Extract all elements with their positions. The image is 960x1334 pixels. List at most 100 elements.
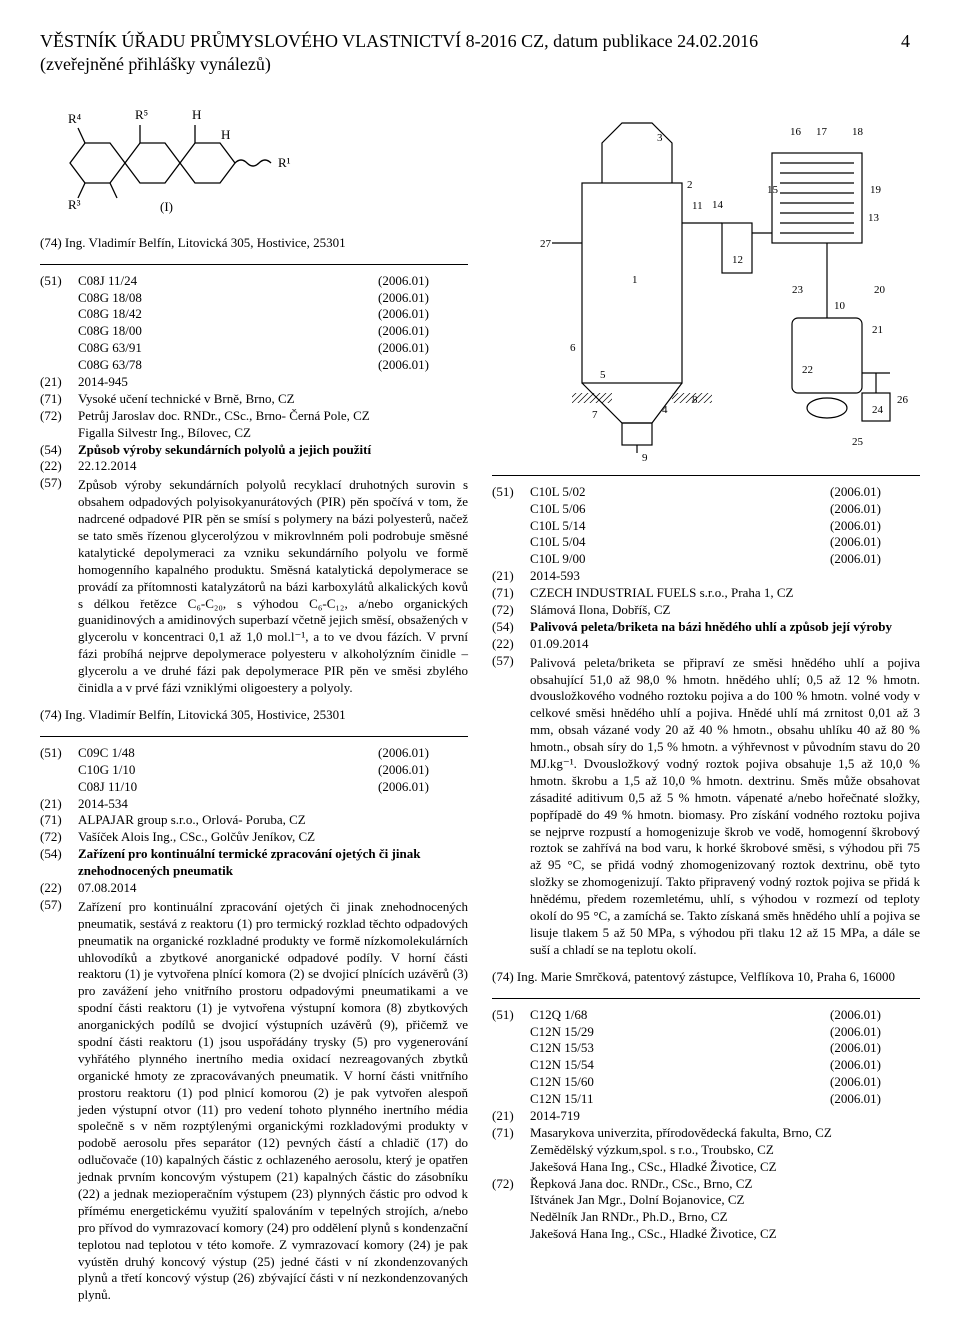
- field-tag: (72): [40, 408, 78, 425]
- field-tag: [40, 779, 78, 796]
- separator: [40, 736, 468, 737]
- field-tag: [40, 357, 78, 374]
- inventor-name: Nedělník Jan RNDr., Ph.D., Brno, CZ: [530, 1209, 920, 1226]
- inventor-line: (72)Slámová Ilona, Dobříš, CZ: [492, 602, 920, 619]
- svg-text:16: 16: [790, 126, 802, 138]
- ipc-version: (2006.01): [378, 779, 468, 796]
- field-tag: [492, 1159, 530, 1176]
- field-tag: [40, 323, 78, 340]
- ipc-code: C12N 15/60: [530, 1074, 830, 1091]
- patent-entry: (51)C12Q 1/68(2006.01)C12N 15/29(2006.01…: [492, 1007, 920, 1243]
- svg-text:27: 27: [540, 238, 552, 250]
- field-tag: [40, 340, 78, 357]
- ipc-version: (2006.01): [378, 745, 468, 762]
- ipc-code: C12N 15/29: [530, 1024, 830, 1041]
- field-tag: [40, 762, 78, 779]
- classification-line: (51)C10L 5/02(2006.01): [492, 484, 920, 501]
- filing-date: 22.12.2014: [78, 458, 468, 475]
- ipc-version: (2006.01): [830, 1007, 920, 1024]
- invention-title: Způsob výroby sekundárních polyolů a jej…: [78, 442, 468, 459]
- svg-text:8: 8: [692, 394, 698, 406]
- field-tag: [492, 1209, 530, 1226]
- svg-text:2: 2: [687, 179, 693, 191]
- left-column: R⁵ H R⁴ H R¹ R³ (I) (74) Ing. Vladimír B…: [40, 81, 468, 1304]
- classification-line: C08G 63/78(2006.01): [40, 357, 468, 374]
- field-tag: (51): [40, 273, 78, 290]
- classification-line: C08G 18/08(2006.01): [40, 290, 468, 307]
- ipc-code: C12N 15/11: [530, 1091, 830, 1108]
- svg-text:18: 18: [852, 126, 864, 138]
- inventor-name: Petrůj Jaroslav doc. RNDr., CSc., Brno- …: [78, 408, 468, 425]
- applicant: CZECH INDUSTRIAL FUELS s.r.o., Praha 1, …: [530, 585, 920, 602]
- classification-line: C10L 5/06(2006.01): [492, 501, 920, 518]
- field-tag: (54): [40, 846, 78, 880]
- representative: (74) Ing. Vladimír Belfín, Litovická 305…: [40, 707, 468, 724]
- field-tag: [40, 290, 78, 307]
- svg-text:15: 15: [767, 184, 779, 196]
- applicant: Vysoké učení technické v Brně, Brno, CZ: [78, 391, 468, 408]
- applicant: ALPAJAR group s.r.o., Orlová- Poruba, CZ: [78, 812, 468, 829]
- ipc-version: (2006.01): [378, 762, 468, 779]
- field-tag: (22): [492, 636, 530, 653]
- inventor-name: Ištvánek Jan Mgr., Dolní Bojanovice, CZ: [530, 1192, 920, 1209]
- ipc-version: (2006.01): [378, 290, 468, 307]
- ipc-version: (2006.01): [830, 518, 920, 535]
- ipc-code: C08G 18/00: [78, 323, 378, 340]
- field-tag: [40, 306, 78, 323]
- ipc-code: C12Q 1/68: [530, 1007, 830, 1024]
- ipc-code: C10G 1/10: [78, 762, 378, 779]
- page-number: 4: [901, 30, 910, 53]
- field-tag: (54): [492, 619, 530, 636]
- classification-line: C10L 9/00(2006.01): [492, 551, 920, 568]
- field-tag: (57): [40, 475, 78, 697]
- ipc-version: (2006.01): [378, 306, 468, 323]
- svg-text:24: 24: [872, 404, 884, 416]
- classification-line: C08G 18/00(2006.01): [40, 323, 468, 340]
- ipc-code: C10L 5/14: [530, 518, 830, 535]
- svg-text:3: 3: [657, 132, 663, 144]
- field-tag: (72): [492, 1176, 530, 1193]
- patent-entry: (51)C08J 11/24(2006.01)C08G 18/08(2006.0…: [40, 273, 468, 724]
- inventor-line: (72)Řepková Jana doc. RNDr., CSc., Brno,…: [492, 1176, 920, 1193]
- inventor-name: Slámová Ilona, Dobříš, CZ: [530, 602, 920, 619]
- classification-line: C10G 1/10(2006.01): [40, 762, 468, 779]
- separator: [492, 998, 920, 999]
- inventor-name: Řepková Jana doc. RNDr., CSc., Brno, CZ: [530, 1176, 920, 1193]
- ipc-code: C08G 18/42: [78, 306, 378, 323]
- inventor-line: Nedělník Jan RNDr., Ph.D., Brno, CZ: [492, 1209, 920, 1226]
- field-tag: [492, 551, 530, 568]
- label-r5: R⁵: [135, 107, 148, 122]
- svg-text:11: 11: [692, 200, 703, 212]
- ipc-code: C12N 15/54: [530, 1057, 830, 1074]
- ipc-code: C10L 9/00: [530, 551, 830, 568]
- classification-line: C12N 15/11(2006.01): [492, 1091, 920, 1108]
- abstract-text: Způsob výroby sekundárních polyolů recyk…: [78, 477, 468, 697]
- ipc-code: C10L 5/06: [530, 501, 830, 518]
- ipc-version: (2006.01): [830, 1091, 920, 1108]
- right-column: 1 2 3 4 5 6 7 8 9 10 11 12 13 14 15 16 1: [492, 81, 920, 1304]
- ipc-version: (2006.01): [830, 1074, 920, 1091]
- ipc-version: (2006.01): [830, 1057, 920, 1074]
- field-tag: (51): [492, 484, 530, 501]
- label-r4: R⁴: [68, 111, 82, 126]
- app-number: 2014-945: [78, 374, 468, 391]
- field-tag: (57): [492, 653, 530, 959]
- ipc-code: C08G 18/08: [78, 290, 378, 307]
- inventor-line: Ištvánek Jan Mgr., Dolní Bojanovice, CZ: [492, 1192, 920, 1209]
- ipc-code: C10L 5/02: [530, 484, 830, 501]
- filing-date: 07.08.2014: [78, 880, 468, 897]
- classification-line: C12N 15/53(2006.01): [492, 1040, 920, 1057]
- field-tag: (71): [40, 391, 78, 408]
- field-tag: [492, 501, 530, 518]
- classification-line: (51)C09C 1/48(2006.01): [40, 745, 468, 762]
- svg-text:6: 6: [570, 342, 576, 354]
- ipc-version: (2006.01): [830, 1024, 920, 1041]
- svg-text:1: 1: [632, 274, 638, 286]
- label-i: (I): [160, 199, 173, 214]
- chemical-structure-figure: R⁵ H R⁴ H R¹ R³ (I): [40, 93, 468, 223]
- separator: [40, 264, 468, 265]
- applicant: Zemědělský výzkum,spol. s r.o., Troubsko…: [530, 1142, 920, 1159]
- inventor-line: (72)Petrůj Jaroslav doc. RNDr., CSc., Br…: [40, 408, 468, 425]
- ipc-code: C10L 5/04: [530, 534, 830, 551]
- ipc-version: (2006.01): [378, 273, 468, 290]
